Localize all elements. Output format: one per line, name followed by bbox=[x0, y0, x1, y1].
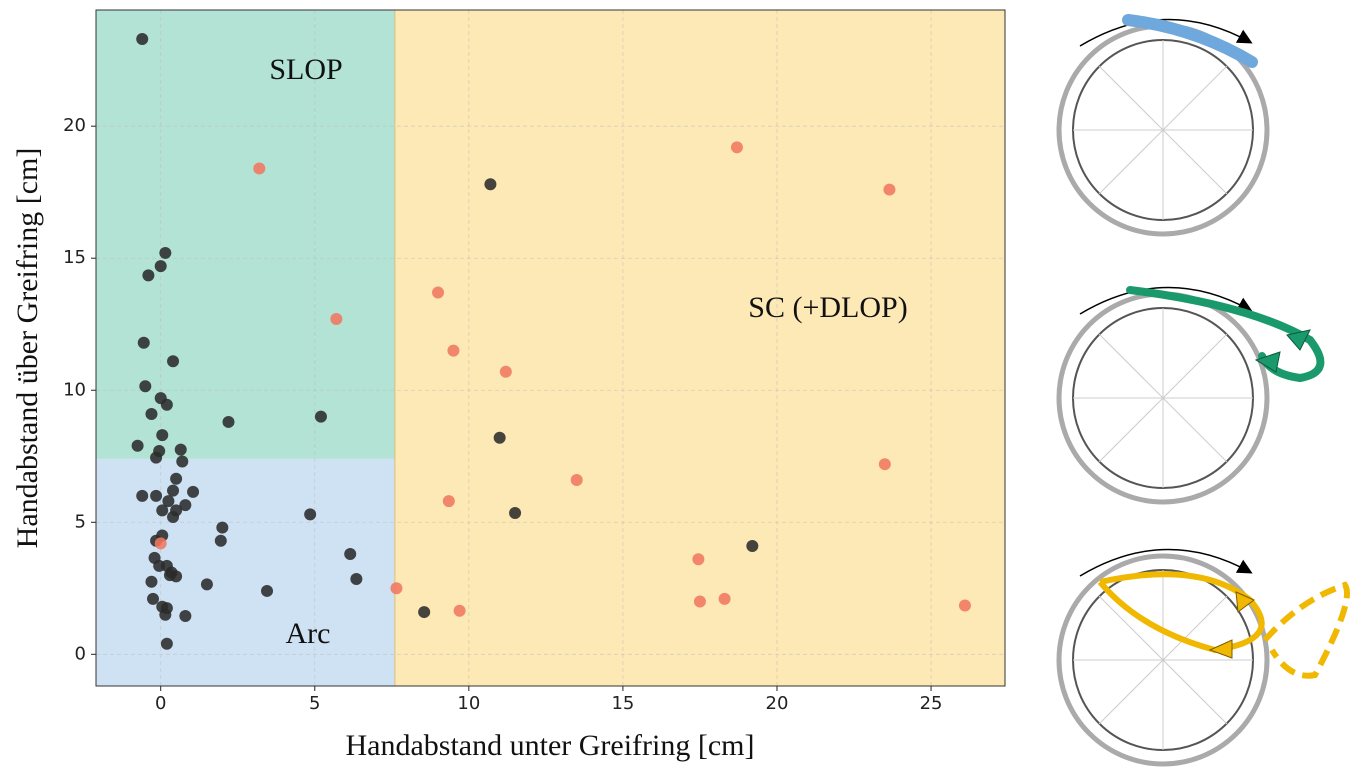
point bbox=[131, 439, 144, 452]
point bbox=[484, 178, 497, 191]
plot-frame bbox=[95, 9, 1006, 687]
point bbox=[137, 336, 150, 349]
point bbox=[162, 495, 175, 508]
point bbox=[160, 398, 173, 411]
point bbox=[150, 489, 163, 502]
point bbox=[314, 410, 327, 423]
point bbox=[222, 415, 235, 428]
point bbox=[156, 429, 169, 442]
point bbox=[160, 637, 173, 650]
point bbox=[883, 183, 896, 196]
y-tick-label: 0 bbox=[75, 643, 86, 664]
point bbox=[156, 504, 169, 517]
y-axis-label: Handabstand über Greifring [cm] bbox=[11, 148, 44, 549]
point bbox=[139, 380, 152, 393]
x-tick-label: 25 bbox=[920, 693, 943, 714]
point bbox=[493, 431, 506, 444]
y-tick-label: 15 bbox=[63, 247, 86, 268]
point bbox=[174, 443, 187, 456]
point bbox=[145, 575, 158, 588]
point bbox=[159, 608, 172, 621]
point bbox=[167, 484, 180, 497]
point bbox=[432, 286, 445, 299]
point bbox=[154, 260, 167, 273]
region-label: Arc bbox=[286, 617, 331, 650]
point bbox=[136, 33, 149, 46]
point bbox=[447, 344, 460, 357]
point bbox=[499, 365, 512, 378]
point bbox=[570, 474, 583, 487]
point bbox=[692, 553, 705, 566]
y-tick-label: 20 bbox=[63, 115, 86, 136]
x-tick-label: 5 bbox=[309, 693, 320, 714]
point bbox=[253, 162, 266, 175]
point bbox=[179, 610, 192, 623]
point bbox=[330, 312, 343, 325]
point bbox=[167, 511, 180, 523]
point bbox=[170, 472, 183, 485]
point bbox=[509, 507, 522, 520]
wheel-diagram bbox=[1059, 548, 1350, 764]
point bbox=[145, 408, 158, 421]
point bbox=[159, 246, 172, 259]
point bbox=[304, 508, 317, 521]
point bbox=[176, 455, 189, 468]
region bbox=[96, 10, 395, 459]
x-axis-label: Handabstand unter Greifring [cm] bbox=[345, 729, 754, 762]
y-tick-label: 10 bbox=[63, 379, 86, 400]
point bbox=[418, 606, 431, 619]
x-tick-label: 10 bbox=[457, 693, 480, 714]
x-tick-label: 20 bbox=[766, 693, 789, 714]
point bbox=[179, 499, 192, 512]
x-tick-label: 15 bbox=[611, 693, 634, 714]
point bbox=[453, 604, 466, 617]
point bbox=[136, 489, 149, 502]
point bbox=[167, 355, 180, 368]
point bbox=[344, 547, 357, 560]
region-label: SC (+DLOP) bbox=[748, 291, 907, 324]
point bbox=[200, 578, 213, 591]
point bbox=[350, 573, 363, 586]
region-label: SLOP bbox=[269, 53, 342, 86]
point bbox=[746, 540, 759, 553]
point bbox=[442, 495, 455, 508]
region bbox=[394, 10, 1005, 686]
point bbox=[693, 595, 706, 608]
x-tick-label: 0 bbox=[155, 693, 166, 714]
point bbox=[958, 599, 971, 612]
point bbox=[142, 269, 155, 282]
y-tick-label: 5 bbox=[75, 511, 86, 532]
wheel-diagram bbox=[1059, 14, 1267, 234]
point bbox=[150, 451, 163, 464]
point bbox=[878, 458, 891, 471]
point bbox=[718, 592, 731, 605]
point bbox=[730, 141, 743, 154]
point bbox=[187, 485, 200, 498]
point bbox=[163, 569, 176, 582]
point bbox=[261, 584, 274, 597]
wheel-diagram bbox=[1059, 286, 1325, 502]
point bbox=[214, 534, 227, 547]
plot-area bbox=[91, 9, 1006, 691]
point bbox=[154, 537, 167, 550]
point bbox=[147, 592, 160, 605]
point bbox=[390, 582, 403, 595]
point bbox=[216, 521, 229, 534]
